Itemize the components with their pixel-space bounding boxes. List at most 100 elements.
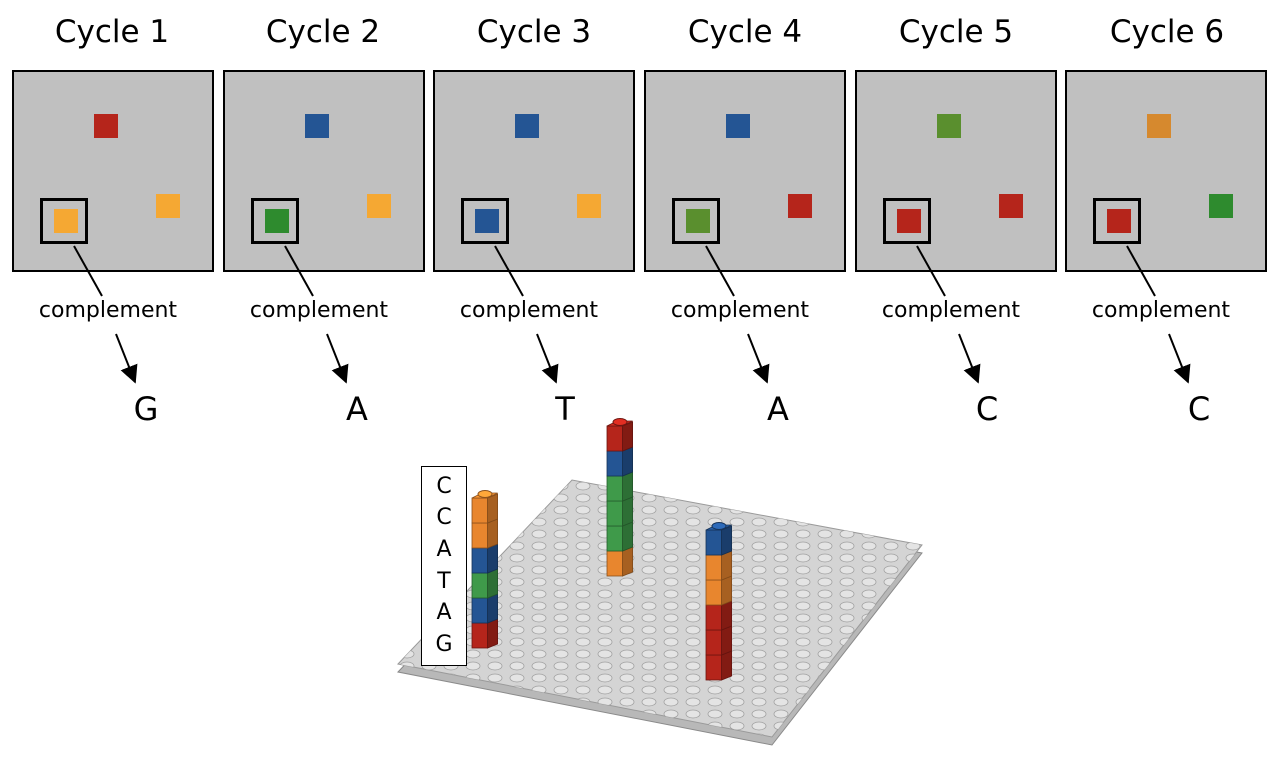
brick-orange [705,554,723,581]
sequence-letter-5: A [436,600,452,626]
brick-orange [471,522,489,549]
brick-orange [705,579,723,606]
brick-side-orange [487,493,499,524]
spot-right [1209,194,1233,218]
lego-baseplate [397,479,923,746]
sequence-readout: C C A T A G [421,466,467,666]
brick-side-orange [622,546,633,577]
base-letter-3: T [555,390,575,428]
brick-side-blue [487,543,499,574]
spot-boxed [475,209,499,233]
base-letter-2: A [346,390,368,428]
spot-boxed [686,209,710,233]
cycle-title-1: Cycle 1 [54,14,170,50]
brick-green [471,572,489,599]
complement-arrow-6 [1168,333,1191,384]
brick-blue [471,547,489,574]
complement-label-2: complement [249,298,389,323]
sequence-letter-6: G [435,632,453,658]
brick-side-red [622,421,633,452]
spot-boxed [1107,209,1131,233]
right-stack [705,522,732,681]
complement-arrow-4 [747,333,770,384]
brick-side-red [487,618,499,649]
complement-label-6: complement [1091,298,1231,323]
connector-line-3 [494,245,524,297]
cycle-title-3: Cycle 3 [476,14,592,50]
connector-line-6 [1126,245,1156,297]
brick-side-green [622,496,633,527]
connector-line-5 [916,245,946,297]
brick-red [471,622,489,649]
spot-right [788,194,812,218]
brick-side-blue [487,593,499,624]
left-stack [471,490,499,649]
brick-side-orange [487,518,499,549]
base-letter-4: A [767,390,789,428]
complement-label-3: complement [459,298,599,323]
complement-arrow-3 [536,333,559,384]
spot-right [156,194,180,218]
brick-stud [477,490,493,498]
spot-top [515,114,539,138]
middle-stack [606,418,633,577]
spot-top [94,114,118,138]
complement-label-5: complement [881,298,1021,323]
connector-lines [73,245,1156,297]
brick-stud [612,418,628,426]
brick-side-red [721,625,732,656]
selection-box [461,198,509,244]
brick-side-red [721,650,732,681]
spot-boxed [897,209,921,233]
selection-box [672,198,720,244]
sequence-letter-4: T [437,568,451,594]
selection-box [1093,198,1141,244]
brick-orange [606,550,624,577]
spot-top [1147,114,1171,138]
spot-top [305,114,329,138]
brick-side-green [622,521,633,552]
brick-red [606,425,624,452]
sequence-letter-2: C [436,505,452,531]
complement-arrow-5 [958,333,981,384]
base-letter-1: G [133,390,159,428]
cycle-panel-6 [1065,70,1267,272]
brick-side-blue [622,446,633,477]
complement-label-1: complement [38,298,178,323]
brick-side-orange [721,575,732,606]
spot-top [937,114,961,138]
cycle-panel-1 [12,70,214,272]
brick-blue [471,597,489,624]
brick-green [606,475,624,502]
lego-stacks [471,418,732,681]
brick-side-green [487,568,499,599]
connector-line-4 [705,245,735,297]
brick-green [606,525,624,552]
cycle-title-5: Cycle 5 [898,14,1014,50]
complement-arrow-2 [326,333,349,384]
connector-line-2 [284,245,314,297]
brick-red [705,604,723,631]
cycle-title-6: Cycle 6 [1109,14,1225,50]
brick-orange [471,497,489,524]
spot-top [726,114,750,138]
selection-box [251,198,299,244]
spot-right [367,194,391,218]
complement-arrows [115,333,1191,384]
brick-red [705,654,723,681]
brick-stud [711,522,727,530]
selection-box [883,198,931,244]
spot-right [577,194,601,218]
spot-boxed [54,209,78,233]
cycle-title-4: Cycle 4 [687,14,803,50]
brick-green [606,500,624,527]
brick-side-green [622,471,633,502]
brick-side-orange [721,550,732,581]
spot-right [999,194,1023,218]
sequence-letter-1: C [436,473,452,499]
base-letter-6: C [1187,390,1211,428]
cycle-panel-4 [644,70,846,272]
selection-box [40,198,88,244]
connector-line-1 [73,245,103,297]
